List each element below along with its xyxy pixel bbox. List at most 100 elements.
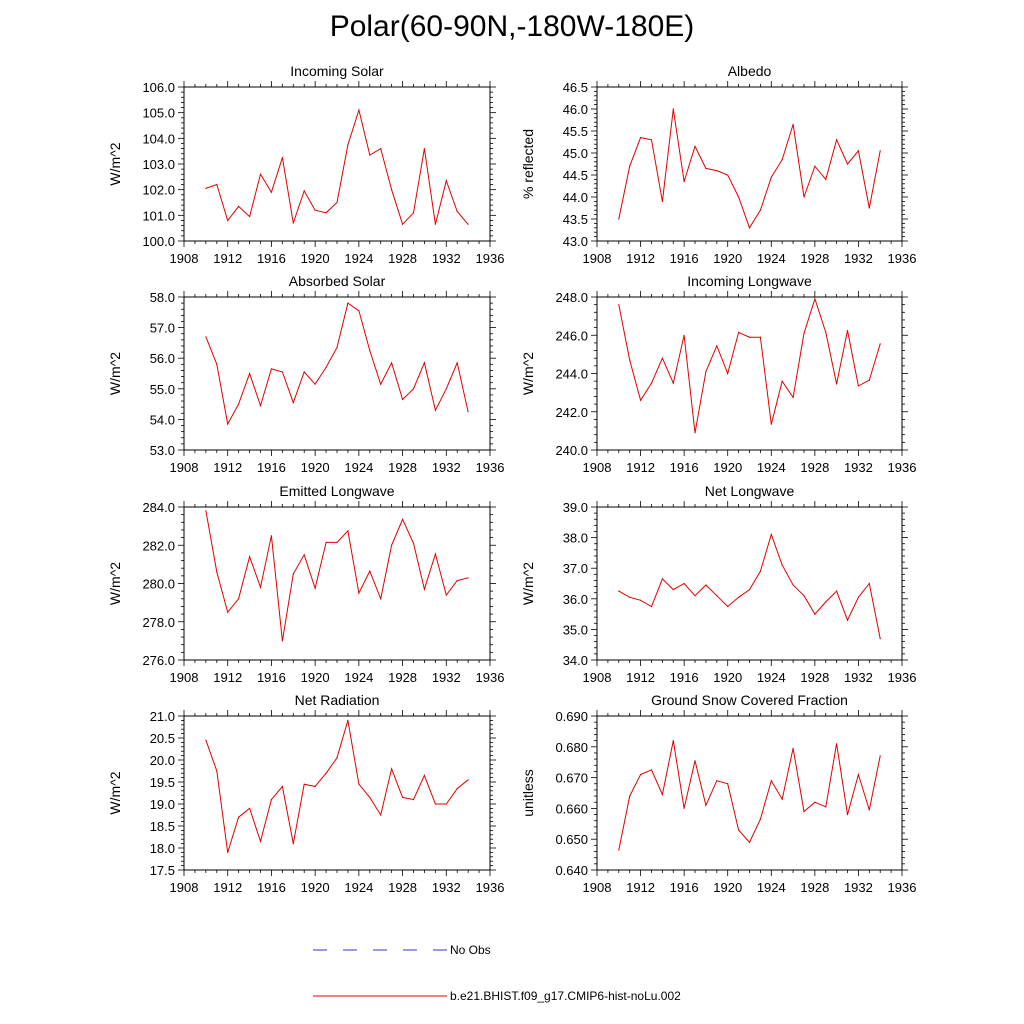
data-point xyxy=(358,109,360,111)
data-point xyxy=(238,205,240,207)
y-tick-label: 39.0 xyxy=(563,500,588,515)
x-tick-label: 1916 xyxy=(257,460,286,475)
data-point xyxy=(716,780,718,782)
data-point xyxy=(868,379,870,381)
data-point xyxy=(238,403,240,405)
data-point xyxy=(814,298,816,300)
data-point xyxy=(270,368,272,370)
data-point xyxy=(423,774,425,777)
data-point xyxy=(694,595,696,597)
y-tick-label: 105.0 xyxy=(142,106,175,121)
data-point xyxy=(836,743,838,745)
data-point xyxy=(325,212,327,214)
x-tick-label: 1908 xyxy=(583,251,612,266)
data-point xyxy=(629,596,631,598)
x-tick-label: 1912 xyxy=(213,460,242,475)
data-point xyxy=(336,346,338,349)
data-point xyxy=(281,157,283,159)
x-tick-label: 1908 xyxy=(583,880,612,895)
data-point xyxy=(216,770,218,772)
data-point xyxy=(661,357,664,359)
plot-frame xyxy=(596,715,903,871)
data-point xyxy=(857,773,860,776)
data-point xyxy=(249,807,251,810)
data-point xyxy=(836,139,838,141)
y-tick-label: 282.0 xyxy=(142,538,175,553)
data-point xyxy=(445,803,447,805)
y-tick-label: 0.670 xyxy=(555,771,588,786)
data-point xyxy=(825,806,827,808)
data-point xyxy=(727,372,729,375)
data-point xyxy=(445,180,447,182)
x-tick-label: 1920 xyxy=(713,880,742,895)
panel-title: Incoming Solar xyxy=(290,63,384,79)
x-tick-label: 1936 xyxy=(888,670,917,685)
y-tick-label: 34.0 xyxy=(563,653,588,668)
data-point xyxy=(292,402,294,404)
data-point xyxy=(292,843,294,845)
x-tick-label: 1932 xyxy=(844,460,873,475)
data-point xyxy=(748,336,751,338)
data-point xyxy=(661,793,664,796)
data-point xyxy=(694,145,696,147)
data-point xyxy=(445,594,447,596)
x-tick-label: 1936 xyxy=(888,880,917,895)
data-point xyxy=(227,423,229,425)
data-point xyxy=(325,541,327,544)
data-point xyxy=(825,601,827,603)
data-point xyxy=(292,573,294,575)
data-point xyxy=(314,785,316,788)
data-point xyxy=(694,432,696,434)
data-point xyxy=(650,769,653,771)
x-tick-label: 1932 xyxy=(432,880,461,895)
series-line-net-longwave xyxy=(618,532,881,639)
data-point xyxy=(259,840,262,843)
plot-frame xyxy=(596,86,903,242)
x-tick-label: 1924 xyxy=(757,670,786,685)
data-point xyxy=(347,719,349,722)
data-point xyxy=(412,212,415,214)
y-tick-label: 246.0 xyxy=(555,328,588,343)
y-tick-label: 53.0 xyxy=(150,443,175,458)
data-point xyxy=(445,388,447,390)
x-tick-label: 1912 xyxy=(213,670,242,685)
panel-title: Albedo xyxy=(728,63,772,79)
data-point xyxy=(770,423,772,425)
data-point xyxy=(748,589,751,591)
panel-title: Incoming Longwave xyxy=(687,273,812,289)
data-point xyxy=(640,599,642,601)
data-point xyxy=(879,755,881,757)
data-point xyxy=(434,553,436,555)
x-tick-label: 1908 xyxy=(170,880,199,895)
data-point xyxy=(727,783,729,785)
y-tick-label: 46.5 xyxy=(563,80,588,95)
data-point xyxy=(640,137,642,139)
x-tick-label: 1916 xyxy=(670,670,699,685)
x-tick-label: 1928 xyxy=(800,880,829,895)
x-tick-label: 1936 xyxy=(476,251,505,266)
data-point xyxy=(238,816,240,818)
data-point xyxy=(369,154,371,156)
x-tick-label: 1920 xyxy=(301,670,330,685)
data-point xyxy=(879,638,881,640)
data-point xyxy=(705,167,707,169)
panel-net-radiation: 1908 1912 1916 1920 1924 1928 1932 1936 17.5 18.0… xyxy=(107,692,504,895)
data-point xyxy=(868,207,870,209)
x-tick-label: 1932 xyxy=(844,880,873,895)
data-point xyxy=(618,304,620,306)
y-tick-label: 101.0 xyxy=(142,208,175,223)
x-tick-label: 1932 xyxy=(844,251,873,266)
data-point xyxy=(803,595,805,597)
data-point xyxy=(412,799,415,801)
plot-frame xyxy=(183,296,491,451)
y-tick-label: 44.5 xyxy=(563,168,588,183)
series-line-incoming-solar xyxy=(205,108,469,226)
data-point xyxy=(716,170,718,172)
data-point xyxy=(314,209,316,211)
data-point xyxy=(391,768,393,770)
data-point xyxy=(227,851,229,854)
x-tick-label: 1932 xyxy=(432,251,461,266)
data-point xyxy=(402,518,404,521)
y-tick-label: 280.0 xyxy=(142,577,175,592)
data-point xyxy=(770,176,772,178)
